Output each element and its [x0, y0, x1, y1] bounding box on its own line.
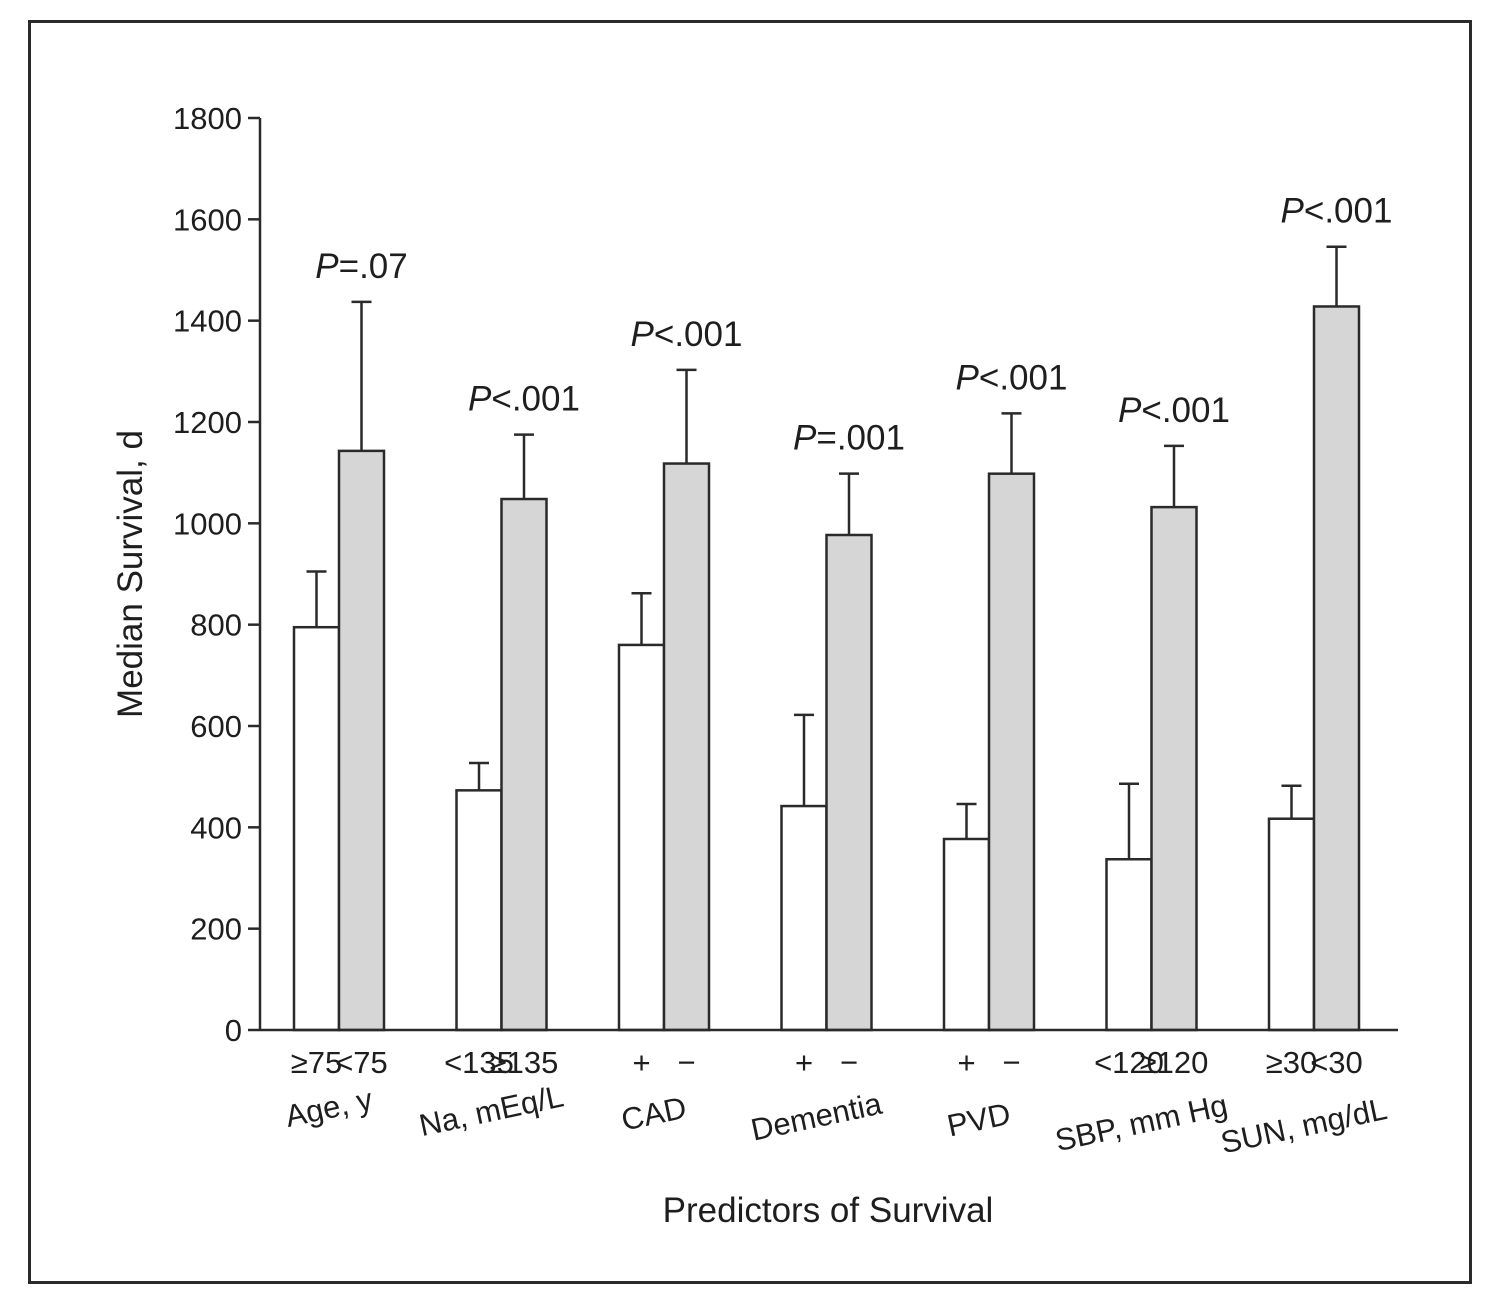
condition-label: <135: [444, 1045, 514, 1080]
condition-label: <30: [1310, 1045, 1363, 1080]
p-value-number: <.001: [1141, 391, 1230, 430]
y-tick-label: 400: [190, 810, 242, 845]
bar: [825, 533, 873, 1032]
bar: [1150, 505, 1198, 1032]
x-axis-title: Predictors of Survival: [663, 1191, 994, 1230]
bar: [1312, 305, 1361, 1032]
group-label: Dementia: [748, 1086, 886, 1148]
y-axis: 0 200 400 600 800 1000 1200 1400 1600 1800: [173, 101, 262, 1048]
condition-label: +: [957, 1045, 975, 1080]
condition-label: −: [677, 1045, 695, 1080]
p-value-number: <.001: [1304, 192, 1393, 231]
bar: [942, 837, 991, 1032]
bar: [1105, 858, 1153, 1032]
condition-label: <120: [1094, 1045, 1164, 1080]
condition-label: <75: [335, 1045, 388, 1080]
condition-label: +: [795, 1045, 813, 1080]
bar: [987, 472, 1036, 1032]
group-label: SUN, mg/dL: [1218, 1091, 1390, 1160]
p-value-prefix: P: [315, 247, 339, 286]
p-value-label: P<.001: [956, 358, 1068, 397]
y-tick-label: 1200: [173, 405, 242, 440]
y-tick-label: 800: [190, 608, 242, 643]
condition-label: ≥75: [291, 1045, 343, 1080]
group-label: SBP, mm Hg: [1052, 1087, 1231, 1158]
condition-label: ≥135: [490, 1045, 559, 1080]
y-tick-label: 0: [225, 1013, 242, 1048]
p-value-label: P=.07: [315, 247, 407, 286]
bar: [292, 625, 341, 1032]
p-value-prefix: P: [468, 380, 492, 419]
p-value-label: P<.001: [1281, 192, 1393, 231]
p-value-number: <.001: [491, 380, 580, 419]
y-tick-label: 1000: [173, 506, 242, 541]
condition-label: −: [1002, 1045, 1020, 1080]
condition-label: +: [632, 1045, 650, 1080]
y-axis-title: Median Survival, d: [111, 430, 150, 718]
y-tick-label: 1600: [173, 202, 242, 237]
bar: [500, 497, 548, 1032]
p-value-label: P<.001: [631, 315, 743, 354]
bar: [1267, 817, 1316, 1032]
group-label: Na, mEq/L: [416, 1078, 567, 1143]
p-value-label: P=.001: [793, 419, 905, 458]
p-value-prefix: P: [793, 419, 817, 458]
p-value-number: =.001: [816, 419, 905, 458]
group-label: PVD: [944, 1096, 1014, 1143]
group-label: CAD: [618, 1090, 689, 1138]
p-value-label: P<.001: [468, 380, 580, 419]
bar: [780, 804, 828, 1032]
chart-frame: [28, 20, 1472, 1284]
group-label: Age, y: [282, 1081, 376, 1134]
p-value-prefix: P: [1118, 391, 1142, 430]
bar: [617, 643, 666, 1032]
bar: [662, 462, 711, 1032]
p-value-number: <.001: [654, 315, 743, 354]
p-value-number: <.001: [979, 358, 1068, 397]
y-tick-label: 600: [190, 709, 242, 744]
p-value-number: =.07: [339, 247, 408, 286]
p-value-prefix: P: [1281, 192, 1305, 231]
y-tick-label: 200: [190, 912, 242, 947]
bar: [337, 449, 386, 1032]
condition-label: −: [840, 1045, 858, 1080]
condition-label: ≥120: [1140, 1045, 1209, 1080]
p-value-label: P<.001: [1118, 391, 1230, 430]
p-value-prefix: P: [631, 315, 655, 354]
p-value-prefix: P: [956, 358, 980, 397]
bar: [455, 789, 503, 1032]
y-tick-label: 1400: [173, 304, 242, 339]
bars: [292, 245, 1361, 1032]
y-tick-label: 1800: [173, 101, 242, 136]
condition-label: ≥30: [1266, 1045, 1318, 1080]
